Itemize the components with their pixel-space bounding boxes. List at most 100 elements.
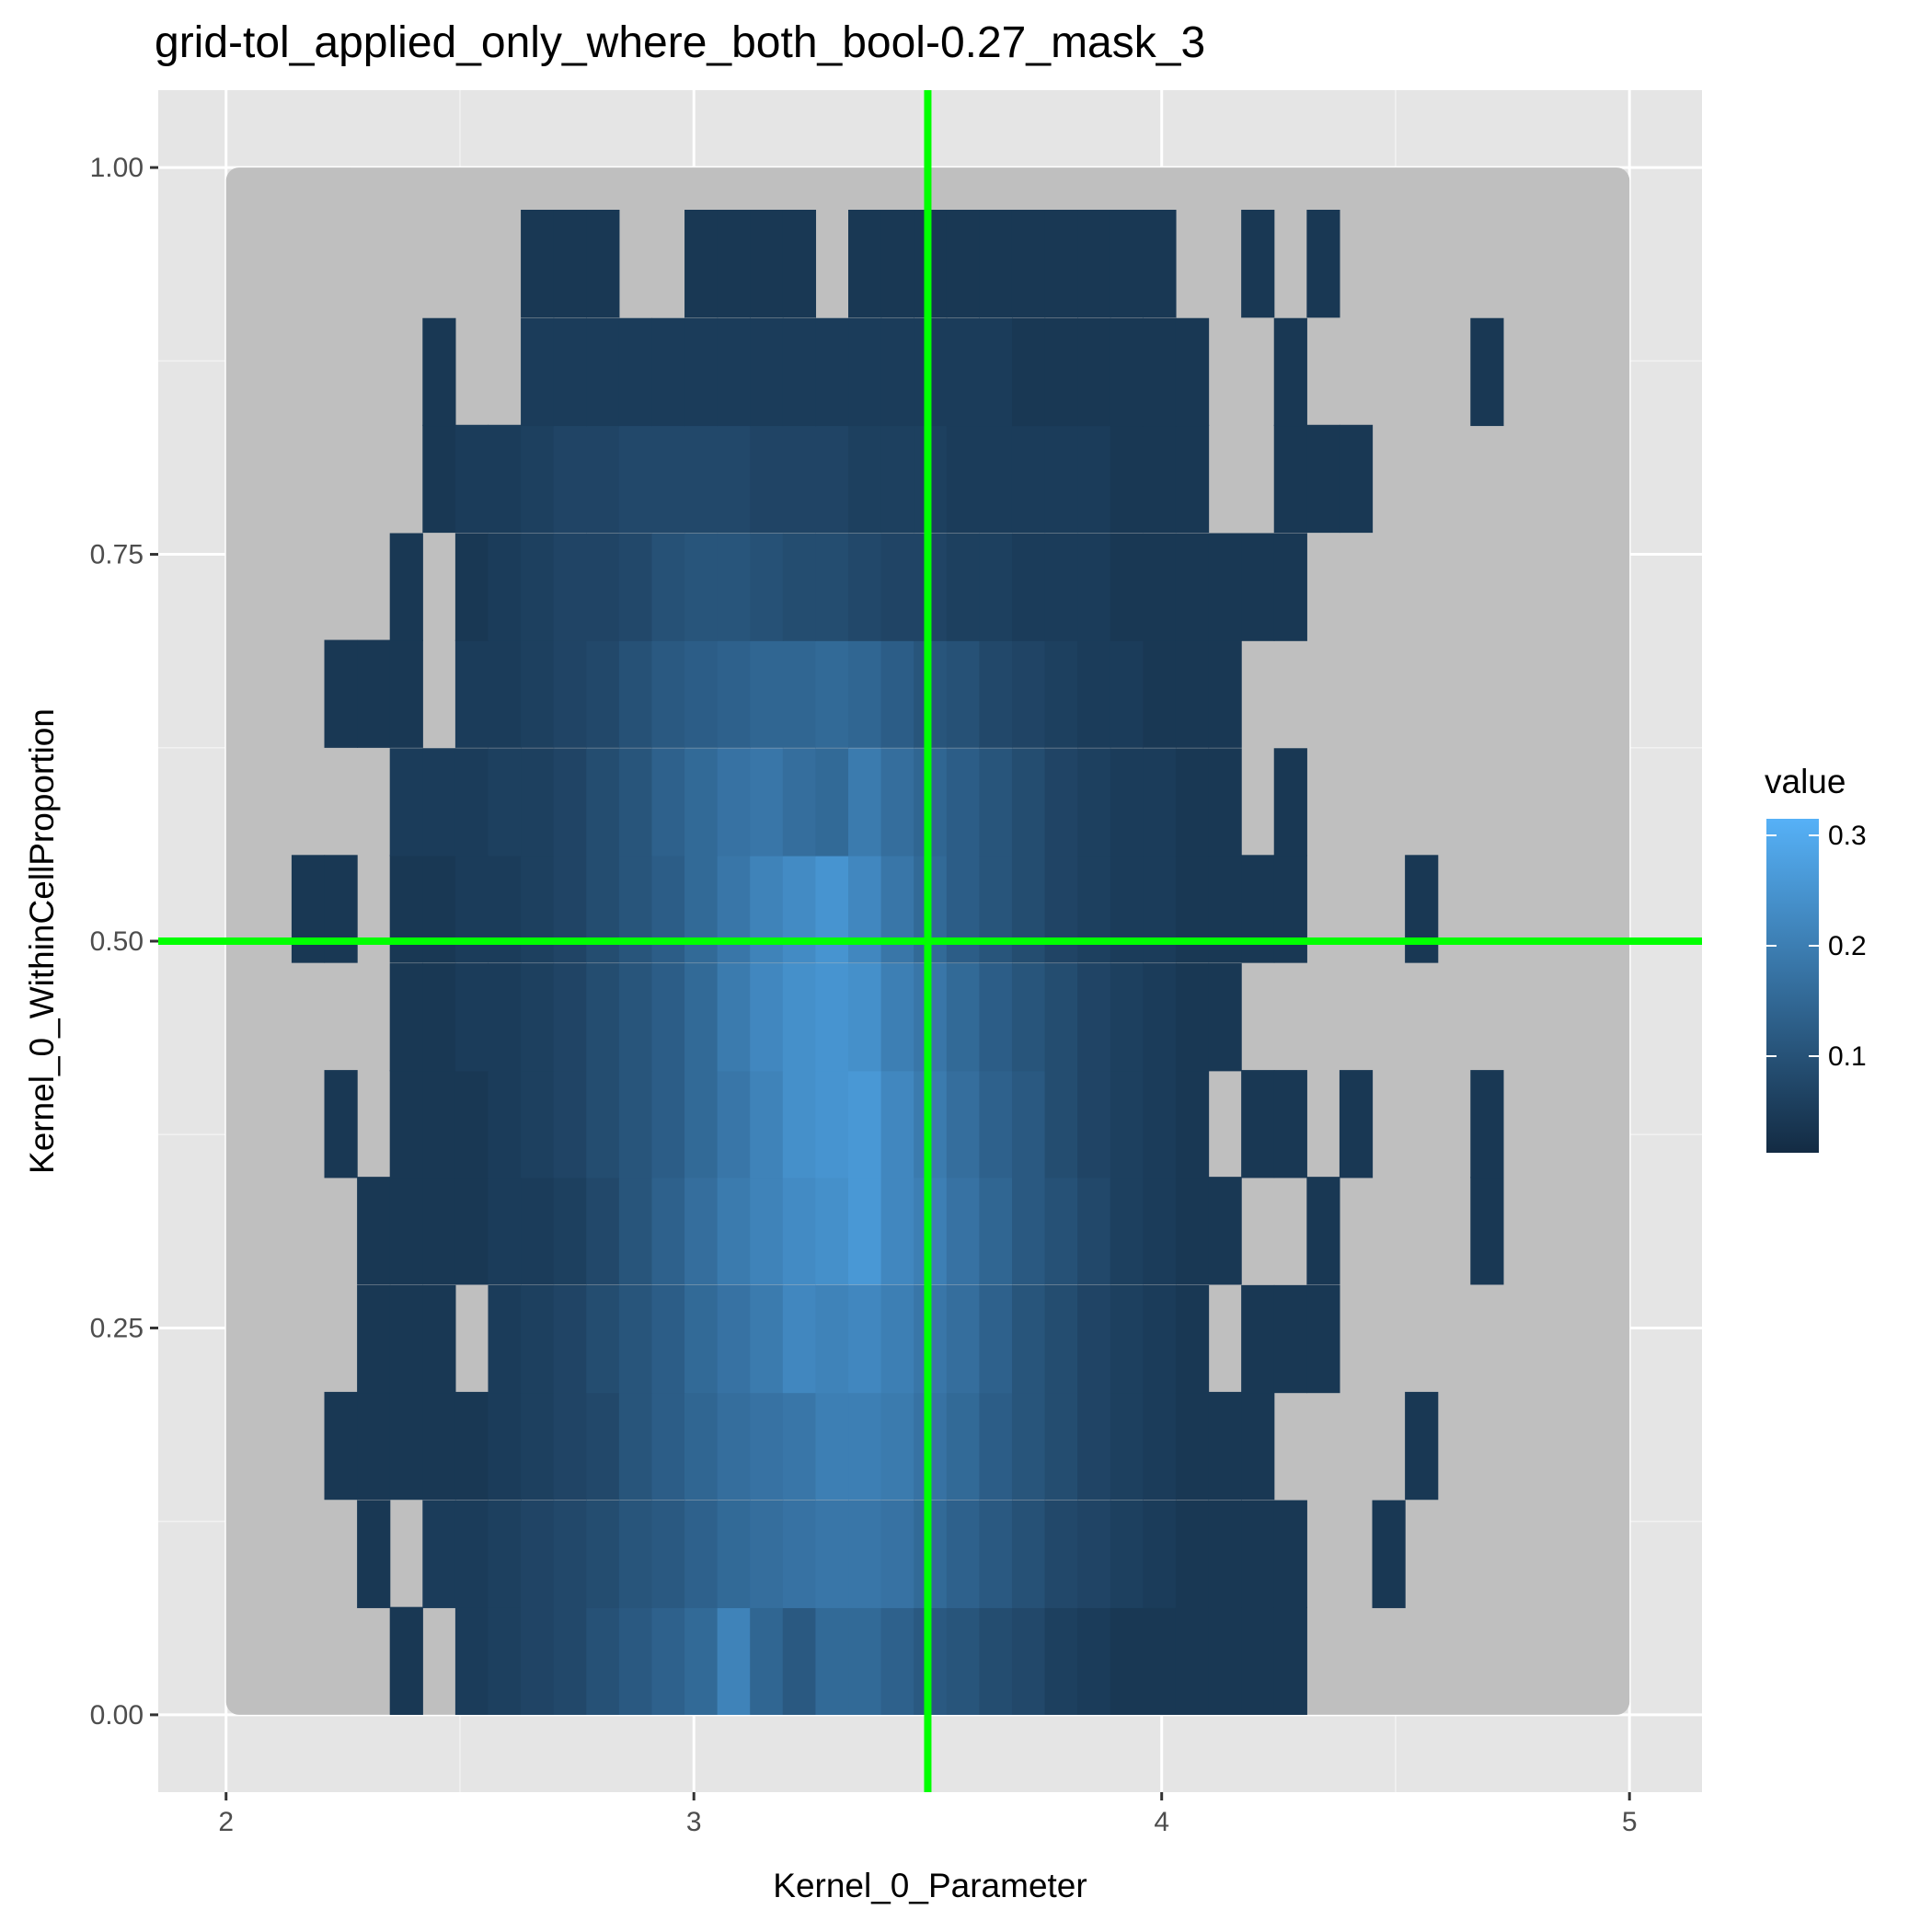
heatmap-cell — [815, 1606, 849, 1716]
legend-tick-label: 0.3 — [1828, 821, 1867, 851]
heatmap-cell — [979, 317, 1013, 427]
heatmap-cell — [1241, 533, 1275, 641]
heatmap-cell — [1011, 855, 1046, 963]
heatmap-cell — [1110, 317, 1144, 427]
heatmap-cell — [1044, 639, 1078, 748]
heatmap-cell — [586, 963, 620, 1072]
heatmap-cell — [1241, 1500, 1275, 1608]
heatmap-cell — [1405, 855, 1439, 963]
heatmap-cell — [618, 317, 653, 427]
heatmap-cell — [1143, 317, 1177, 427]
heatmap-cell — [454, 1606, 489, 1716]
y-tick-label: 0.75 — [90, 540, 144, 570]
heatmap-cell — [651, 317, 685, 427]
heatmap-cell — [651, 639, 685, 748]
heatmap-cell — [521, 1177, 555, 1285]
heatmap-cell — [454, 533, 489, 641]
heatmap-cell — [1110, 639, 1144, 748]
heatmap-cell — [782, 533, 817, 641]
heatmap-cell — [553, 1177, 587, 1285]
heatmap-cell — [1208, 1177, 1242, 1285]
y-tick-label: 0.25 — [90, 1313, 144, 1343]
heatmap-cell — [946, 1284, 980, 1394]
heatmap-cell — [553, 855, 587, 963]
heatmap-cell — [848, 1500, 882, 1608]
heatmap-cell — [684, 1500, 719, 1608]
heatmap-cell — [1011, 424, 1046, 534]
heatmap-cell — [1143, 1070, 1177, 1179]
heatmap-cell — [618, 424, 653, 534]
heatmap-cell — [357, 1284, 391, 1394]
heatmap-cell — [357, 639, 391, 748]
heatmap-cell — [1175, 855, 1210, 963]
heatmap-cell — [684, 1391, 719, 1501]
heatmap-cell — [1077, 1606, 1111, 1716]
heatmap-cell — [553, 748, 587, 857]
heatmap-cell — [880, 748, 914, 857]
heatmap-cell — [979, 1391, 1013, 1501]
heatmap-cell — [1077, 639, 1111, 748]
heatmap-cell — [979, 748, 1013, 857]
heatmap-cell — [389, 1284, 423, 1394]
heatmap-cell — [1339, 1070, 1374, 1179]
heatmap-cell — [1110, 210, 1144, 318]
heatmap-cell — [1077, 210, 1111, 318]
heatmap-cell — [422, 1070, 456, 1179]
heatmap-cell — [521, 317, 555, 427]
heatmap-cell — [1011, 1177, 1046, 1285]
heatmap-cell — [782, 1500, 817, 1608]
heatmap-cell — [521, 210, 555, 318]
heatmap-cell — [880, 1500, 914, 1608]
plot-panel — [158, 90, 1702, 1792]
heatmap-cell — [553, 639, 587, 748]
heatmap-cell — [357, 1177, 391, 1285]
heatmap-cell — [1143, 533, 1177, 641]
color-legend: value 0.1 0.2 0.3 — [1765, 763, 1867, 1153]
heatmap-cell — [586, 533, 620, 641]
heatmap-cell — [521, 748, 555, 857]
heatmap-cell — [782, 424, 817, 534]
heatmap-cell — [357, 1500, 391, 1608]
heatmap-cell — [782, 748, 817, 857]
heatmap-cell — [782, 963, 817, 1072]
heatmap-cell — [684, 1177, 719, 1285]
legend-title: value — [1765, 763, 1846, 800]
heatmap-cell — [553, 1606, 587, 1716]
heatmap-cell — [488, 639, 522, 748]
heatmap-cell — [1306, 424, 1340, 534]
heatmap-cell — [521, 533, 555, 641]
heatmap-cell — [586, 1391, 620, 1501]
heatmap-cell — [1175, 533, 1210, 641]
heatmap-cell — [389, 963, 423, 1072]
heatmap-cell — [488, 1070, 522, 1179]
heatmap-cell — [1044, 963, 1078, 1072]
heatmap-cell — [1241, 855, 1275, 963]
heatmap-cell — [979, 1070, 1013, 1179]
heatmap-cell — [1306, 210, 1340, 318]
heatmap-cell — [553, 1070, 587, 1179]
x-tick-label: 2 — [218, 1807, 234, 1837]
heatmap-cell — [1273, 317, 1307, 427]
heatmap-cell — [815, 1500, 849, 1608]
heatmap-cell — [1011, 639, 1046, 748]
heatmap-cell — [586, 855, 620, 963]
heatmap-cell — [324, 1070, 358, 1179]
heatmap-cell — [618, 1391, 653, 1501]
heatmap-cell — [1372, 1500, 1406, 1608]
heatmap-cell — [422, 1177, 456, 1285]
heatmap-cell — [979, 1177, 1013, 1285]
heatmap-cell — [848, 317, 882, 427]
heatmap-cell — [750, 210, 784, 318]
heatmap-cell — [946, 639, 980, 748]
heatmap-cell — [1011, 963, 1046, 1072]
heatmap-cell — [750, 1606, 784, 1716]
heatmap-cell — [454, 639, 489, 748]
heatmap-cell — [324, 639, 358, 748]
heatmap-cell — [946, 1070, 980, 1179]
heatmap-cell — [946, 1177, 980, 1285]
heatmap-cell — [750, 855, 784, 963]
heatmap-cell — [389, 639, 423, 748]
heatmap-cell — [586, 1284, 620, 1394]
heatmap-cell — [586, 748, 620, 857]
heatmap-cell — [618, 748, 653, 857]
